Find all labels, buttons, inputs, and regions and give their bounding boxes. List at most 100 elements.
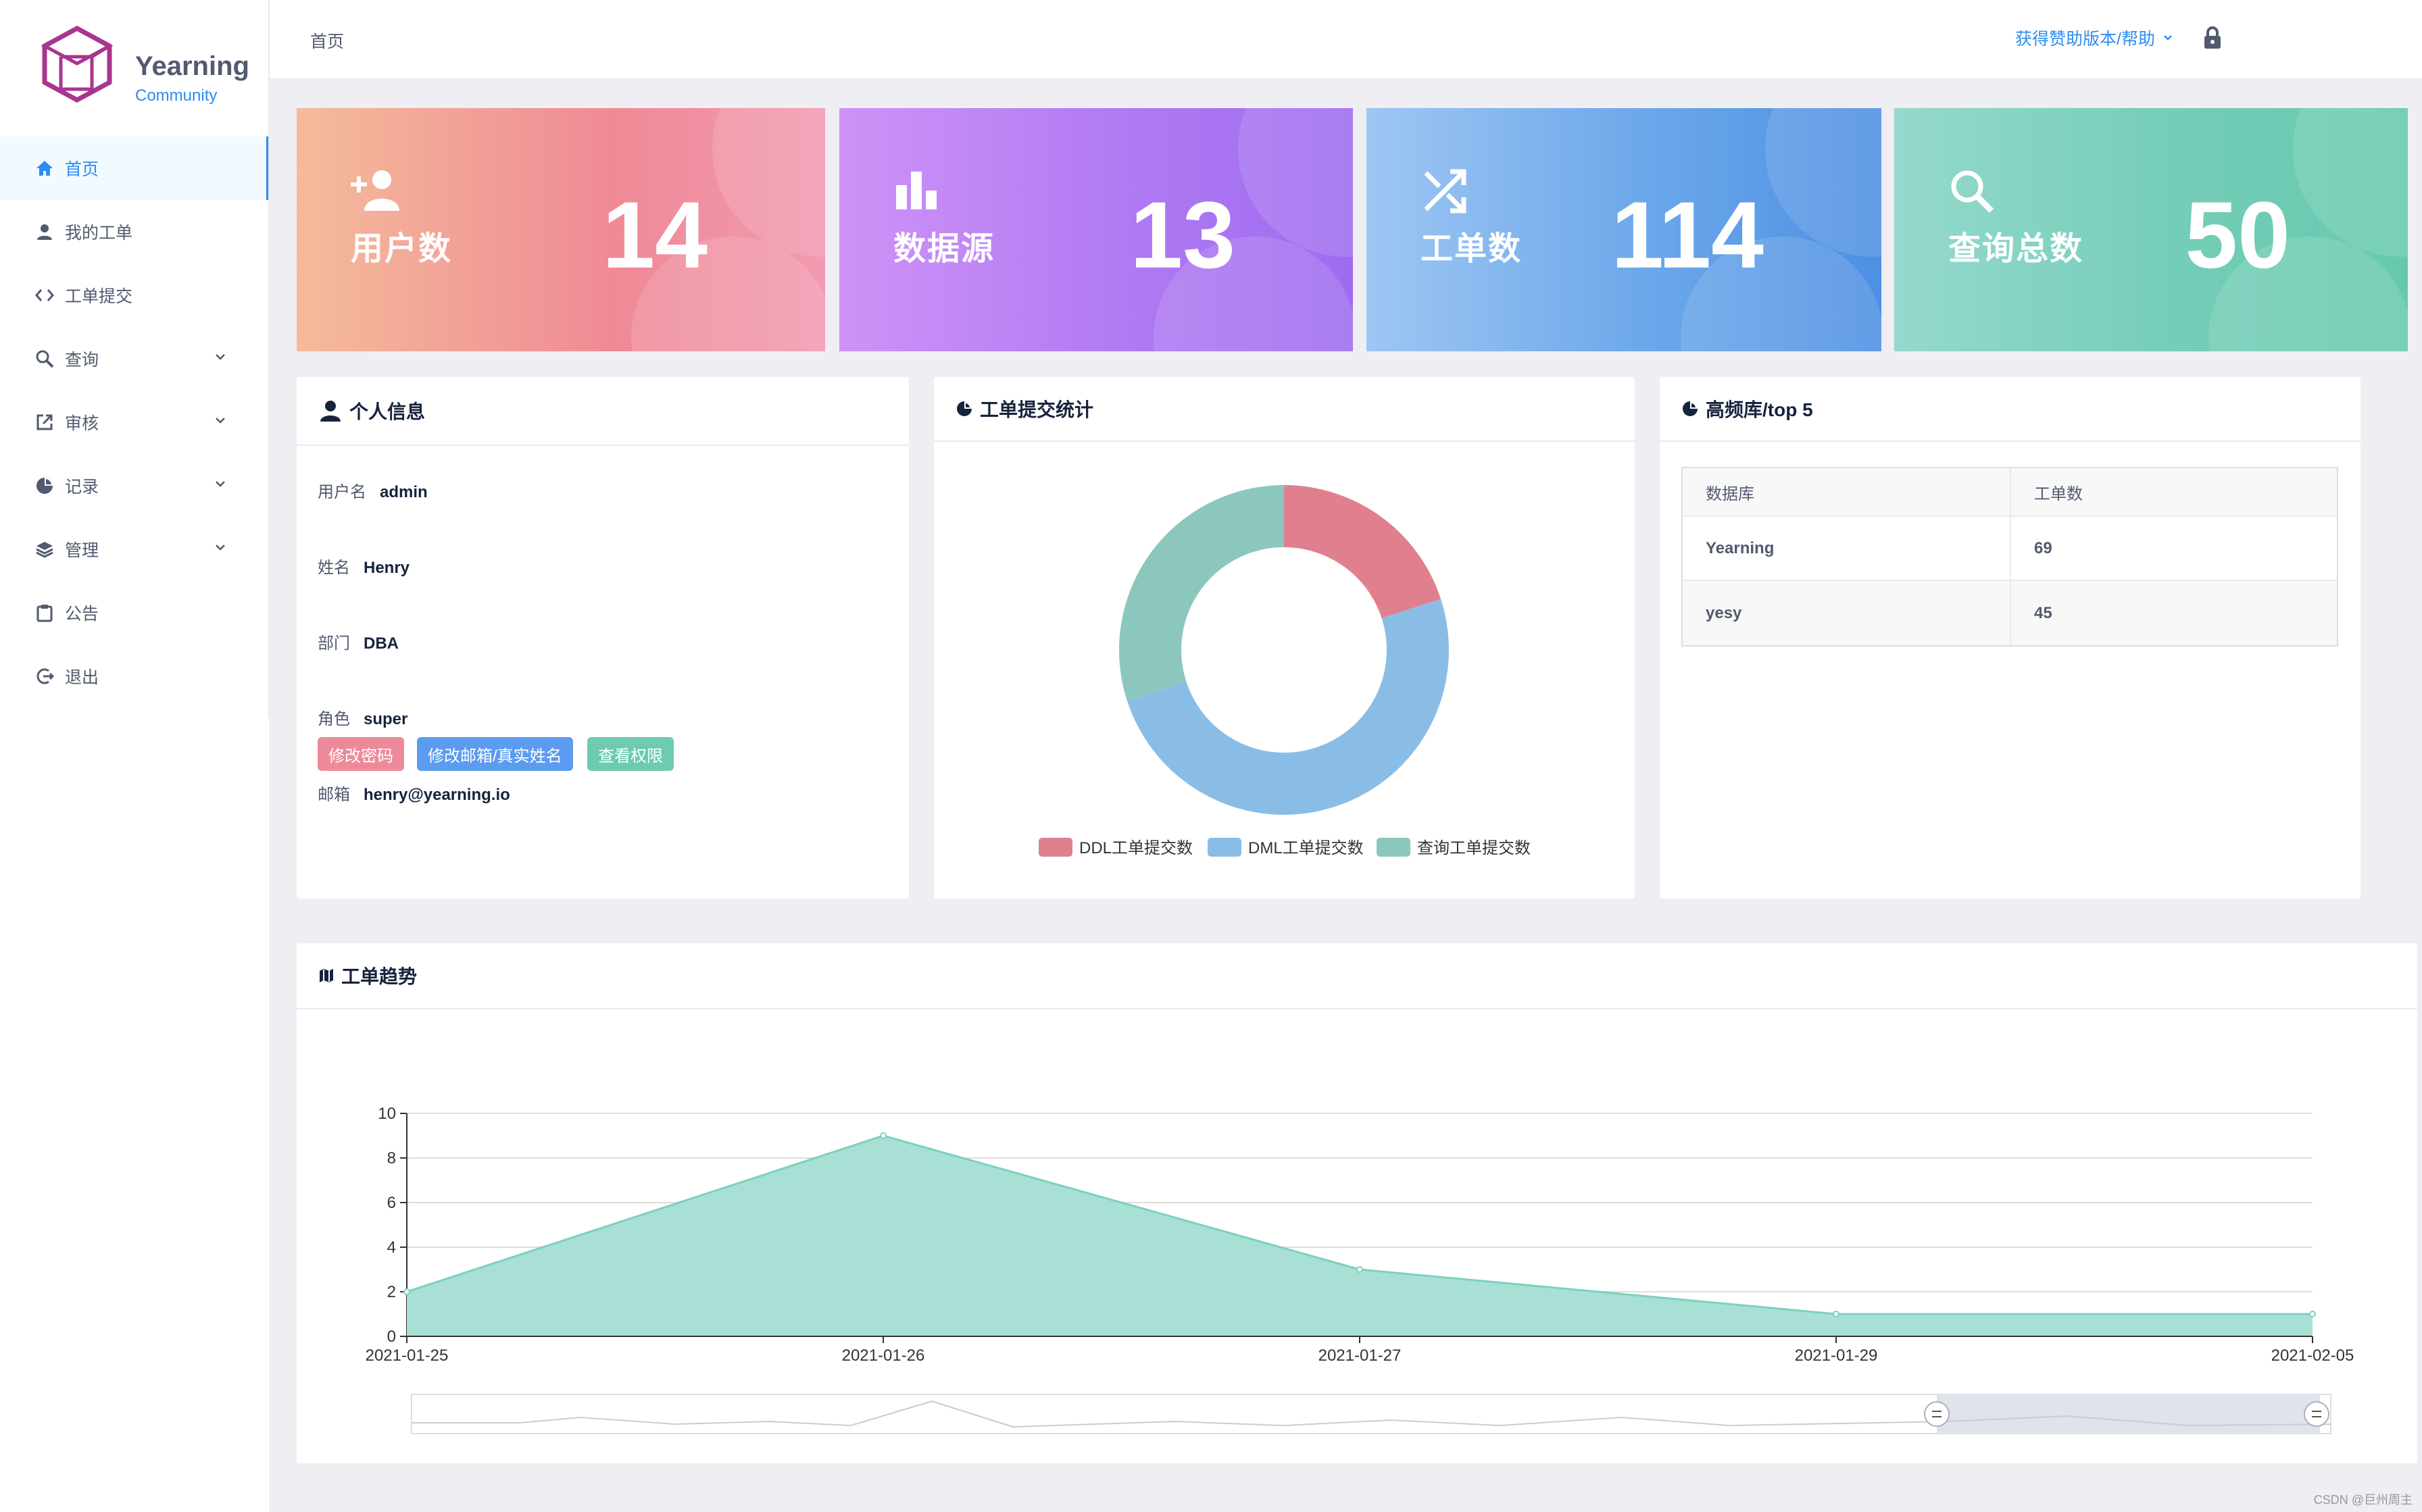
legend-item: DML工单提交数 <box>1208 838 1364 857</box>
sidebar-item-my-tickets[interactable]: 我的工单 <box>0 200 269 263</box>
legend-item: 查询工单提交数 <box>1377 838 1531 857</box>
clipboard-icon <box>34 602 55 624</box>
breadcrumb[interactable]: 首页 <box>310 32 345 51</box>
table-cell: 69 <box>2034 538 2052 557</box>
stat-value: 50 <box>2185 182 2290 288</box>
trend-point <box>403 1288 410 1295</box>
sidebar-item-records[interactable]: 记录 <box>0 454 269 518</box>
stat-label: 用户数 <box>351 231 453 267</box>
sidebar-item-logout[interactable]: 退出 <box>0 645 269 708</box>
search-icon <box>34 348 55 370</box>
chevron-down-icon <box>216 545 225 551</box>
change-email-name-button[interactable]: 修改邮箱/真实姓名 <box>417 737 573 771</box>
sidebar-item-label: 工单提交 <box>65 287 133 306</box>
y-tick-label: 0 <box>387 1328 396 1346</box>
y-tick-label: 2 <box>387 1283 396 1301</box>
legend-label: DDL工单提交数 <box>1079 839 1193 857</box>
sidebar-item-label: 我的工单 <box>65 224 133 243</box>
top-header: 首页 获得赞助版本/帮助 <box>270 0 2422 78</box>
stat-label: 工单数 <box>1420 231 1523 267</box>
field-value: henry@yearning.io <box>364 786 510 804</box>
stat-value: 114 <box>1611 182 1764 288</box>
donut-slice <box>1127 599 1449 815</box>
field-value: DBA <box>364 634 399 653</box>
person-icon <box>34 221 55 243</box>
sidebar-item-query[interactable]: 查询 <box>0 327 269 390</box>
sidebar-item-label: 管理 <box>65 541 99 560</box>
sidebar-item-label: 查询 <box>65 351 99 370</box>
donut-slice <box>1119 485 1284 701</box>
stat-label: 查询总数 <box>1948 231 2084 267</box>
code-icon <box>34 284 55 306</box>
profile-field-department: 部门 DBA <box>318 630 399 653</box>
panel-header: 个人信息 <box>297 377 909 446</box>
layers-icon <box>34 538 55 560</box>
hexagon-logo-icon <box>41 26 114 103</box>
table-row[interactable]: yesy 45 <box>1683 581 2337 645</box>
sidebar-item-audit[interactable]: 审核 <box>0 390 269 454</box>
ticket-donut-chart: DDL工单提交数 DML工单提交数 查询工单提交数 <box>1039 485 1531 857</box>
legend-swatch <box>1208 838 1241 857</box>
legend-label: 查询工单提交数 <box>1417 839 1531 857</box>
field-key: 邮箱 <box>318 786 350 804</box>
sidebar-item-label: 退出 <box>65 668 99 687</box>
sidebar-item-manage[interactable]: 管理 <box>0 518 269 581</box>
table-cell: Yearning <box>1683 517 2011 580</box>
pie-chart-icon <box>1681 400 1699 418</box>
stat-label: 数据源 <box>893 231 995 267</box>
chevron-down-icon <box>2164 35 2172 41</box>
zoom-slider-handle[interactable] <box>2304 1401 2329 1427</box>
person-icon <box>318 399 343 423</box>
chevron-down-icon <box>216 481 225 487</box>
user-add-icon <box>351 170 399 211</box>
app-logo[interactable]: Yearning Community <box>41 24 264 112</box>
sidebar-item-announcement[interactable]: 公告 <box>0 581 269 645</box>
x-tick-label: 2021-01-27 <box>1318 1346 1402 1365</box>
app-edition: Community <box>135 86 218 105</box>
field-key: 角色 <box>318 710 350 728</box>
x-tick-label: 2021-02-05 <box>2271 1346 2354 1365</box>
app-name: Yearning <box>135 51 249 81</box>
watermark: CSDN @巨州周主 <box>2313 1493 2413 1507</box>
help-dropdown-label: 获得赞助版本/帮助 <box>2015 30 2155 49</box>
top-db-table: 数据库 工单数 Yearning 69 yesy 45 <box>1681 467 2338 647</box>
zoom-slider-preview <box>412 1400 2331 1428</box>
table-cell: 45 <box>2034 603 2052 622</box>
stat-card-queries: 查询总数 50 <box>1894 108 2408 351</box>
field-key: 部门 <box>318 634 350 653</box>
change-password-button[interactable]: 修改密码 <box>318 737 404 771</box>
sidebar-item-label: 审核 <box>65 414 99 433</box>
column-header-database[interactable]: 数据库 <box>1683 468 2011 515</box>
help-dropdown[interactable]: 获得赞助版本/帮助 <box>2015 26 2174 50</box>
stat-card-datasources: 数据源 13 <box>839 108 1353 351</box>
panel-title: 工单提交统计 <box>980 399 1094 420</box>
map-icon <box>318 967 335 984</box>
panel-header: 工单趋势 <box>297 943 2417 1009</box>
stat-value: 14 <box>602 182 708 288</box>
decorative-bubble <box>1238 108 1353 257</box>
decorative-bubble <box>1765 108 1881 257</box>
y-tick-label: 6 <box>387 1194 396 1212</box>
field-key: 姓名 <box>318 559 350 577</box>
view-permissions-button[interactable]: 查看权限 <box>587 737 674 771</box>
sidebar-item-label: 公告 <box>65 605 99 624</box>
x-tick-label: 2021-01-26 <box>842 1346 925 1365</box>
external-link-icon <box>34 411 55 433</box>
x-tick-label: 2021-01-25 <box>366 1346 449 1365</box>
zoom-slider-handle[interactable] <box>1924 1401 1950 1427</box>
field-key: 用户名 <box>318 483 366 501</box>
lock-icon[interactable] <box>2202 26 2223 50</box>
profile-field-realname: 姓名 Henry <box>318 554 410 578</box>
sidebar-item-submit-ticket[interactable]: 工单提交 <box>0 263 269 327</box>
table-row[interactable]: Yearning 69 <box>1683 517 2337 581</box>
trend-area <box>407 1136 2313 1336</box>
column-header-ticket-count[interactable]: 工单数 <box>2034 484 2083 503</box>
y-tick-label: 8 <box>387 1149 396 1167</box>
table-cell: yesy <box>1683 581 2011 645</box>
sidebar-item-home[interactable]: 首页 <box>0 136 269 200</box>
stat-value: 13 <box>1130 182 1235 288</box>
panel-header: 工单提交统计 <box>934 377 1635 442</box>
trend-point <box>2309 1311 2316 1317</box>
field-value: admin <box>380 483 428 501</box>
panel-header: 高频库/top 5 <box>1660 377 2361 442</box>
